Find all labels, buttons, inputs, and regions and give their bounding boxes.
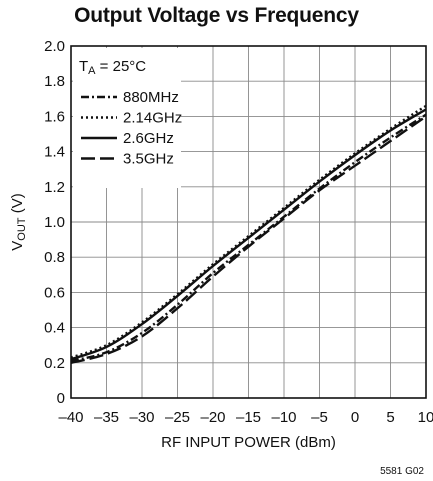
legend-label-2-6ghz: 2.6GHz: [123, 130, 174, 147]
legend-label-3-5ghz: 3.5GHz: [123, 151, 174, 168]
series-line-880mhz: [70, 113, 427, 363]
y-tick-label: 0: [57, 390, 65, 407]
y-axis-label-unit: (V): [9, 193, 26, 217]
annotation-main: T: [79, 58, 88, 75]
y-tick-label: 1.2: [44, 179, 65, 196]
y-tick-label: 2.0: [44, 38, 65, 55]
annotation-rest: = 25°C: [96, 58, 147, 75]
grid: [71, 46, 426, 398]
legend-label-2-14ghz: 2.14GHz: [123, 110, 182, 127]
annotation-sub: A: [88, 65, 96, 77]
y-tick-label: 0.2: [44, 355, 65, 372]
y-tick-label: 0.4: [44, 320, 65, 337]
x-tick-label: –40: [58, 409, 83, 426]
y-tick-label: 1.6: [44, 108, 65, 125]
chart-title: Output Voltage vs Frequency: [74, 4, 359, 27]
x-axis-label: RF INPUT POWER (dBm): [161, 434, 336, 451]
y-tick-label: 1.0: [44, 214, 65, 231]
plot-frame: [70, 45, 427, 399]
y-tick-label: 0.6: [44, 284, 65, 301]
y-tick-label: 0.8: [44, 249, 65, 266]
series-line-2-6ghz: [70, 108, 427, 361]
x-tick-label: –35: [94, 409, 119, 426]
y-axis-label: VOUT (V): [9, 193, 28, 250]
x-tick-label: –30: [129, 409, 154, 426]
legend-label-880mhz: 880MHz: [123, 89, 179, 106]
x-tick-label: –10: [271, 409, 296, 426]
x-tick-label: –15: [236, 409, 261, 426]
series-group: [70, 104, 427, 364]
x-tick-label: 10: [418, 409, 433, 426]
y-axis-label-main: V: [9, 241, 26, 251]
series-line-2-14ghz: [70, 104, 427, 359]
y-tick-label: 1.4: [44, 144, 65, 161]
temperature-annotation: TA = 25°C: [79, 58, 146, 77]
x-tick-label: –20: [200, 409, 225, 426]
series-line-3-5ghz: [70, 115, 427, 364]
x-tick-labels: –40 –35 –30 –25 –20 –15 –10 –5 0 5 10: [58, 409, 433, 426]
x-tick-label: 5: [386, 409, 394, 426]
x-tick-label: 0: [351, 409, 359, 426]
y-axis-label-sub: OUT: [16, 217, 28, 241]
x-tick-label: –25: [165, 409, 190, 426]
figure-code: 5581 G02: [380, 466, 424, 477]
x-tick-label: –5: [311, 409, 328, 426]
legend: 880MHz 2.14GHz 2.6GHz 3.5GHz: [81, 89, 182, 168]
y-tick-labels: 0 0.2 0.4 0.6 0.8 1.0 1.2 1.4 1.6 1.8 2.0: [44, 38, 65, 407]
y-tick-label: 1.8: [44, 73, 65, 90]
